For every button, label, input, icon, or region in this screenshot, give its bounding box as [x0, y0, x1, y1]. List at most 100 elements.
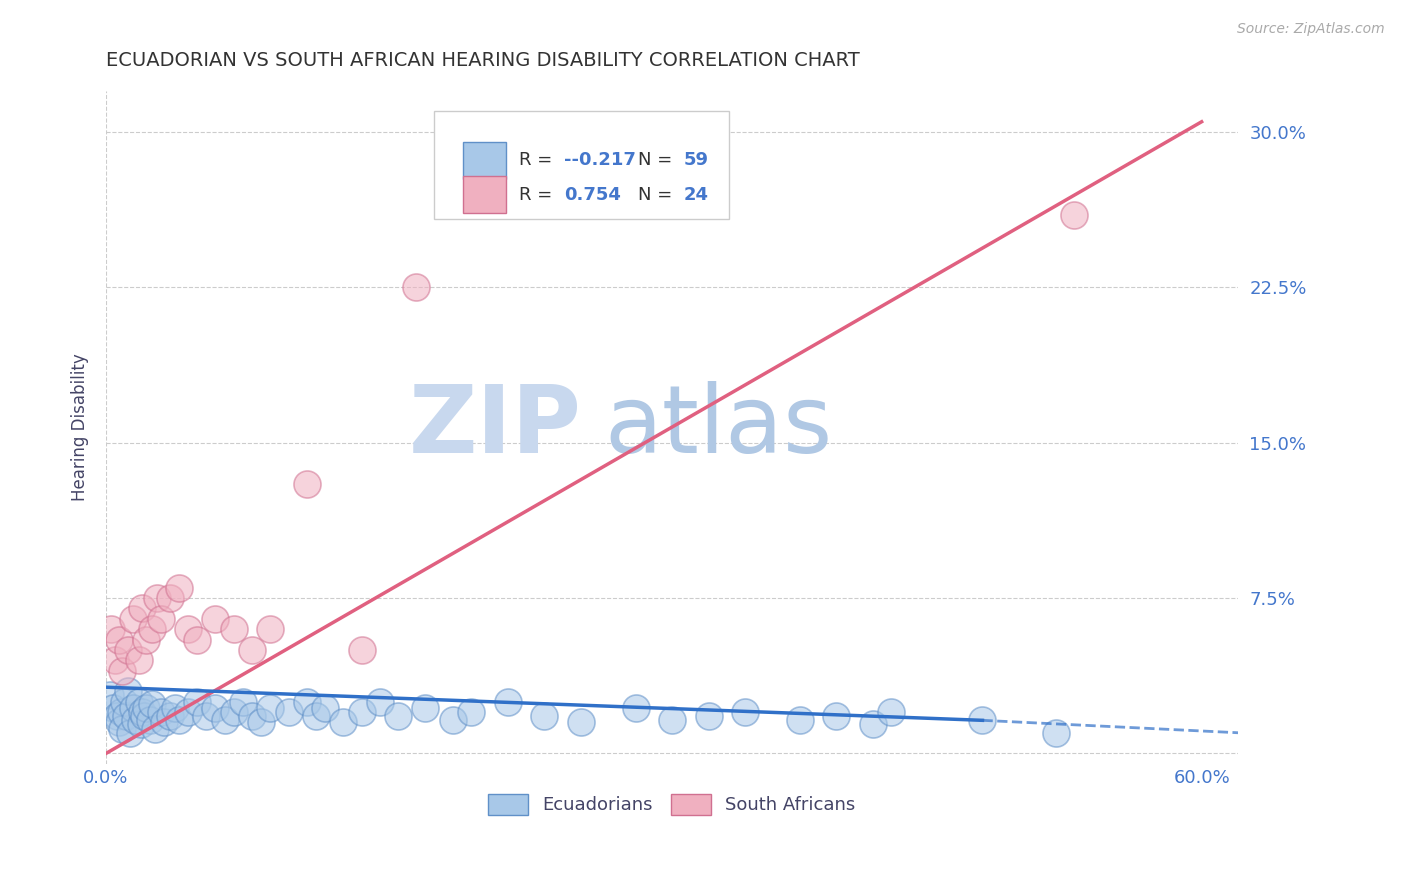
- Bar: [463, 142, 506, 178]
- Point: [1045, 725, 1067, 739]
- Point: [112, 695, 135, 709]
- Point: [1063, 208, 1085, 222]
- Point: [880, 705, 903, 719]
- Point: [149, 612, 172, 626]
- Point: [186, 632, 208, 647]
- Point: [129, 717, 152, 731]
- Y-axis label: Hearing Disability: Hearing Disability: [72, 353, 89, 501]
- Point: [128, 695, 150, 709]
- Point: [100, 622, 122, 636]
- Point: [138, 714, 160, 728]
- Point: [128, 653, 150, 667]
- Text: --0.217: --0.217: [564, 151, 637, 169]
- Point: [103, 701, 125, 715]
- Point: [107, 632, 129, 647]
- Text: Source: ZipAtlas.com: Source: ZipAtlas.com: [1237, 22, 1385, 37]
- Point: [259, 701, 281, 715]
- Point: [146, 591, 169, 606]
- Point: [124, 714, 146, 728]
- Point: [135, 632, 157, 647]
- Point: [222, 705, 245, 719]
- Point: [214, 714, 236, 728]
- Point: [177, 705, 200, 719]
- Point: [460, 705, 482, 719]
- Text: 59: 59: [683, 151, 709, 169]
- Point: [98, 689, 121, 703]
- Text: ZIP: ZIP: [409, 381, 582, 474]
- Point: [624, 701, 647, 715]
- Point: [118, 725, 141, 739]
- Point: [295, 477, 318, 491]
- FancyBboxPatch shape: [434, 111, 728, 219]
- Point: [105, 709, 128, 723]
- Point: [250, 715, 273, 730]
- Point: [441, 714, 464, 728]
- Text: atlas: atlas: [605, 381, 832, 474]
- Point: [533, 709, 555, 723]
- Point: [122, 701, 145, 715]
- Point: [177, 622, 200, 636]
- Point: [115, 709, 138, 723]
- Point: [107, 715, 129, 730]
- Legend: Ecuadorians, South Africans: Ecuadorians, South Africans: [481, 787, 863, 822]
- Point: [131, 705, 153, 719]
- Text: R =: R =: [519, 186, 558, 204]
- Point: [734, 705, 756, 719]
- Point: [277, 705, 299, 719]
- Point: [131, 601, 153, 615]
- Point: [314, 701, 336, 715]
- Point: [661, 714, 683, 728]
- Text: ECUADORIAN VS SOUTH AFRICAN HEARING DISABILITY CORRELATION CHART: ECUADORIAN VS SOUTH AFRICAN HEARING DISA…: [105, 51, 859, 70]
- Point: [825, 709, 848, 723]
- Point: [697, 709, 720, 723]
- Point: [195, 709, 218, 723]
- Point: [789, 714, 811, 728]
- Point: [222, 622, 245, 636]
- Point: [204, 612, 226, 626]
- Point: [387, 709, 409, 723]
- Bar: [463, 177, 506, 213]
- Point: [569, 715, 592, 730]
- Point: [143, 722, 166, 736]
- Text: N =: N =: [638, 151, 678, 169]
- Point: [496, 695, 519, 709]
- Point: [240, 709, 263, 723]
- Text: R =: R =: [519, 151, 558, 169]
- Point: [122, 612, 145, 626]
- Point: [405, 280, 427, 294]
- Point: [368, 695, 391, 709]
- Point: [135, 701, 157, 715]
- Point: [305, 709, 328, 723]
- Point: [240, 643, 263, 657]
- Point: [332, 715, 354, 730]
- Point: [972, 714, 994, 728]
- Point: [415, 701, 437, 715]
- Point: [141, 622, 163, 636]
- Point: [149, 705, 172, 719]
- Point: [165, 701, 187, 715]
- Point: [167, 714, 190, 728]
- Point: [117, 643, 139, 657]
- Text: 24: 24: [683, 186, 709, 204]
- Point: [153, 715, 176, 730]
- Point: [259, 622, 281, 636]
- Point: [350, 705, 373, 719]
- Point: [232, 695, 254, 709]
- Point: [204, 701, 226, 715]
- Point: [104, 653, 127, 667]
- Point: [167, 581, 190, 595]
- Point: [111, 664, 134, 678]
- Point: [186, 695, 208, 709]
- Point: [159, 591, 181, 606]
- Point: [862, 717, 884, 731]
- Text: N =: N =: [638, 186, 678, 204]
- Point: [111, 722, 134, 736]
- Point: [134, 709, 156, 723]
- Point: [295, 695, 318, 709]
- Point: [110, 705, 132, 719]
- Point: [141, 697, 163, 711]
- Point: [350, 643, 373, 657]
- Point: [159, 709, 181, 723]
- Text: 0.754: 0.754: [564, 186, 621, 204]
- Point: [117, 684, 139, 698]
